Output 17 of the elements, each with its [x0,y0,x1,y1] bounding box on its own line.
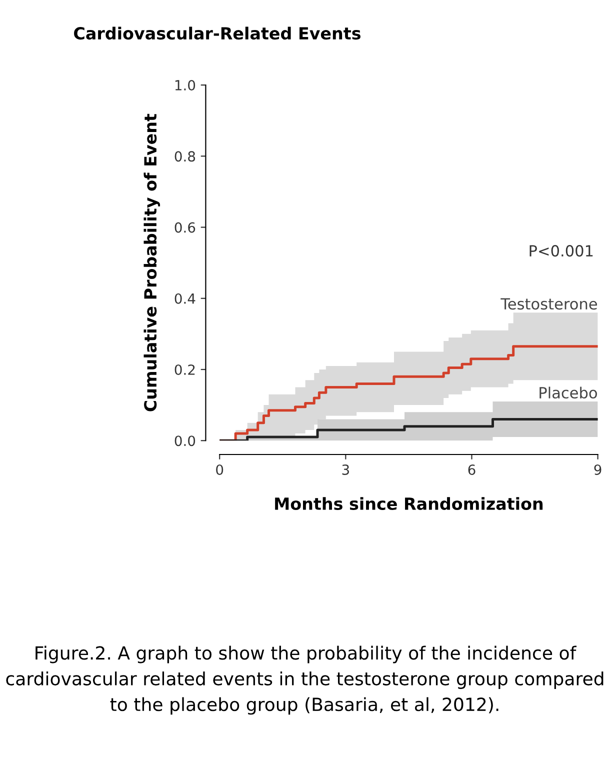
y-tick-label: 1.0 [175,80,196,91]
y-tick-label: 0.8 [174,151,196,162]
y-tick-label: 0.0 [174,436,196,446]
y-tick-label: 0.4 [174,293,196,304]
x-axis-title: Months since Randomization [275,497,543,510]
x-tick-label: 6 [468,464,476,475]
x-tick-label: 9 [594,464,602,475]
series-label: Placebo [540,386,597,399]
y-tick-label: 0.2 [174,364,195,375]
y-axis-title: Cumulative Probability of Event [144,114,160,412]
y-tick-label: 0.6 [174,222,196,233]
text: Testosterone [500,298,597,310]
annotation: P<0.001 [530,245,593,257]
text: Figure.2. A graph to show the probability of the incidence of cardiovascular related events in the testosterone group compared to the placebo group (Basaria, et al, 2012). [6,646,604,715]
x-tick-label: 0 [216,464,224,475]
chart-title: Cardiovascular-Related Events [74,26,360,40]
x-tick-label: 3 [342,464,349,475]
